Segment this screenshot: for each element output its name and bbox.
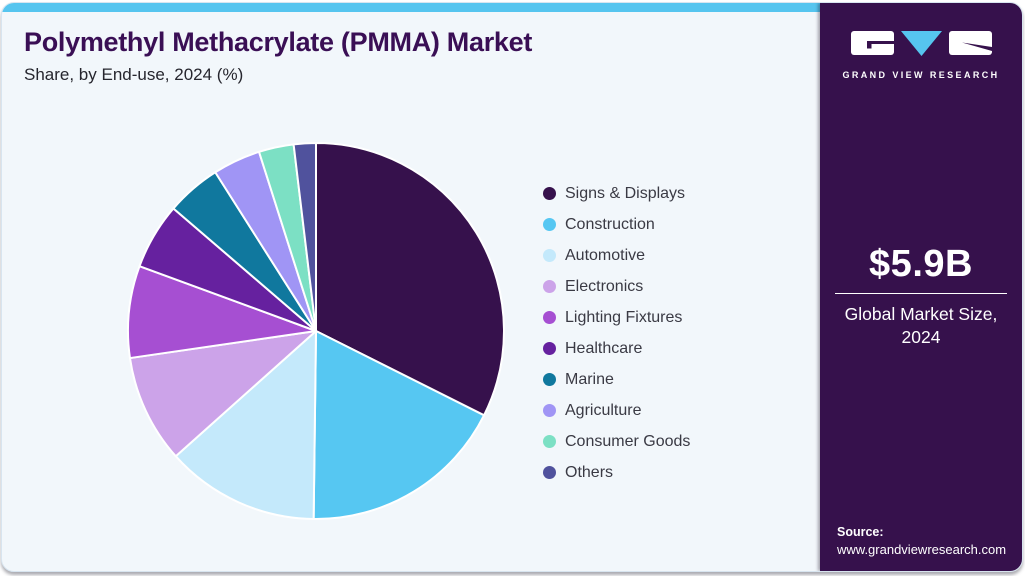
- legend-label-construction: Construction: [565, 215, 655, 233]
- legend-swatch-others: [543, 466, 556, 479]
- source-block: Source: www.grandviewresearch.com: [837, 525, 1006, 557]
- brand-name: GRAND VIEW RESEARCH: [842, 70, 1000, 80]
- source-url[interactable]: www.grandviewresearch.com: [837, 542, 1007, 557]
- legend-swatch-construction: [543, 218, 556, 231]
- brand-logo-block: GRAND VIEW RESEARCH: [820, 31, 1022, 80]
- legend-swatch-agriculture: [543, 404, 556, 417]
- market-size-block: $5.9B Global Market Size, 2024: [820, 243, 1022, 349]
- legend-label-marine: Marine: [565, 370, 614, 388]
- legend-item-automotive: Automotive: [543, 240, 690, 271]
- market-size-label: Global Market Size, 2024: [835, 303, 1007, 349]
- gvr-logo-icon: [850, 31, 992, 62]
- pie-slice-construction: [312, 330, 486, 520]
- legend-item-others: Others: [543, 457, 690, 488]
- legend-swatch-automotive: [543, 249, 556, 262]
- legend-swatch-consumer-goods: [543, 435, 556, 448]
- pie-slice-signs-displays: [315, 142, 505, 417]
- legend-swatch-marine: [543, 373, 556, 386]
- legend-label-lighting-fixtures: Lighting Fixtures: [565, 308, 683, 326]
- page-title: Polymethyl Methacrylate (PMMA) Market: [24, 27, 533, 57]
- legend-item-healthcare: Healthcare: [543, 333, 690, 364]
- legend-swatch-electronics: [543, 280, 556, 293]
- legend-label-others: Others: [565, 463, 614, 481]
- legend-label-consumer-goods: Consumer Goods: [565, 432, 691, 450]
- legend-swatch-signs-displays: [543, 187, 556, 200]
- legend-swatch-lighting-fixtures: [543, 311, 556, 324]
- legend-item-lighting-fixtures: Lighting Fixtures: [543, 302, 690, 333]
- legend-label-signs-displays: Signs & Displays: [565, 184, 686, 202]
- market-size-label-line2: 2024: [901, 327, 941, 348]
- source-label: Source:: [837, 525, 884, 539]
- legend-item-agriculture: Agriculture: [543, 395, 690, 426]
- market-size-label-line1: Global Market Size,: [844, 304, 998, 324]
- legend-item-construction: Construction: [543, 209, 690, 240]
- pie-chart: [125, 140, 507, 522]
- pie-slice-lighting-fixtures: [127, 265, 317, 360]
- divider: [835, 293, 1007, 294]
- market-size-value: $5.9B: [869, 243, 973, 285]
- legend-item-marine: Marine: [543, 364, 690, 395]
- pie-slice-automotive: [174, 330, 317, 520]
- page-subtitle: Share, by End-use, 2024 (%): [24, 65, 244, 84]
- brand-sidebar: GRAND VIEW RESEARCH $5.9B Global Market …: [820, 3, 1022, 571]
- pie-slice-electronics: [128, 330, 317, 458]
- legend: Signs & Displays Construction Automotive El…: [543, 178, 690, 488]
- header: Polymethyl Methacrylate (PMMA) Market Sh…: [24, 27, 532, 85]
- legend-label-agriculture: Agriculture: [565, 401, 642, 419]
- pie-slice-others: [292, 142, 317, 332]
- legend-item-signs-displays: Signs & Displays: [543, 178, 690, 209]
- pie-chart-svg: [127, 142, 505, 520]
- legend-item-consumer-goods: Consumer Goods: [543, 426, 690, 457]
- legend-label-electronics: Electronics: [565, 277, 644, 295]
- legend-label-healthcare: Healthcare: [565, 339, 643, 357]
- legend-swatch-healthcare: [543, 342, 556, 355]
- legend-item-electronics: Electronics: [543, 271, 690, 302]
- top-accent-bar: [2, 3, 822, 12]
- legend-label-automotive: Automotive: [565, 246, 646, 264]
